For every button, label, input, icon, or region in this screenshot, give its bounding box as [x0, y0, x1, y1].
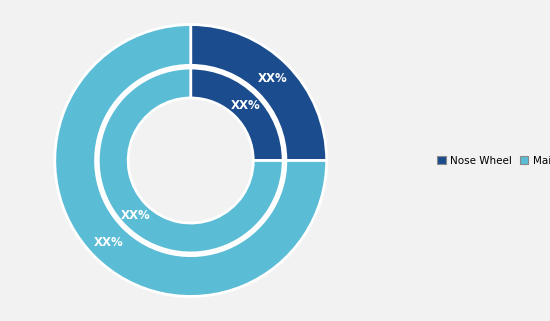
Wedge shape — [55, 25, 327, 296]
Text: XX%: XX% — [257, 72, 287, 85]
Wedge shape — [98, 68, 283, 253]
Text: XX%: XX% — [230, 99, 260, 112]
Wedge shape — [191, 68, 283, 160]
Text: XX%: XX% — [121, 209, 151, 222]
Legend: Nose Wheel, Main Wheel: Nose Wheel, Main Wheel — [433, 151, 550, 170]
Wedge shape — [191, 25, 327, 160]
Text: XX%: XX% — [94, 236, 124, 249]
